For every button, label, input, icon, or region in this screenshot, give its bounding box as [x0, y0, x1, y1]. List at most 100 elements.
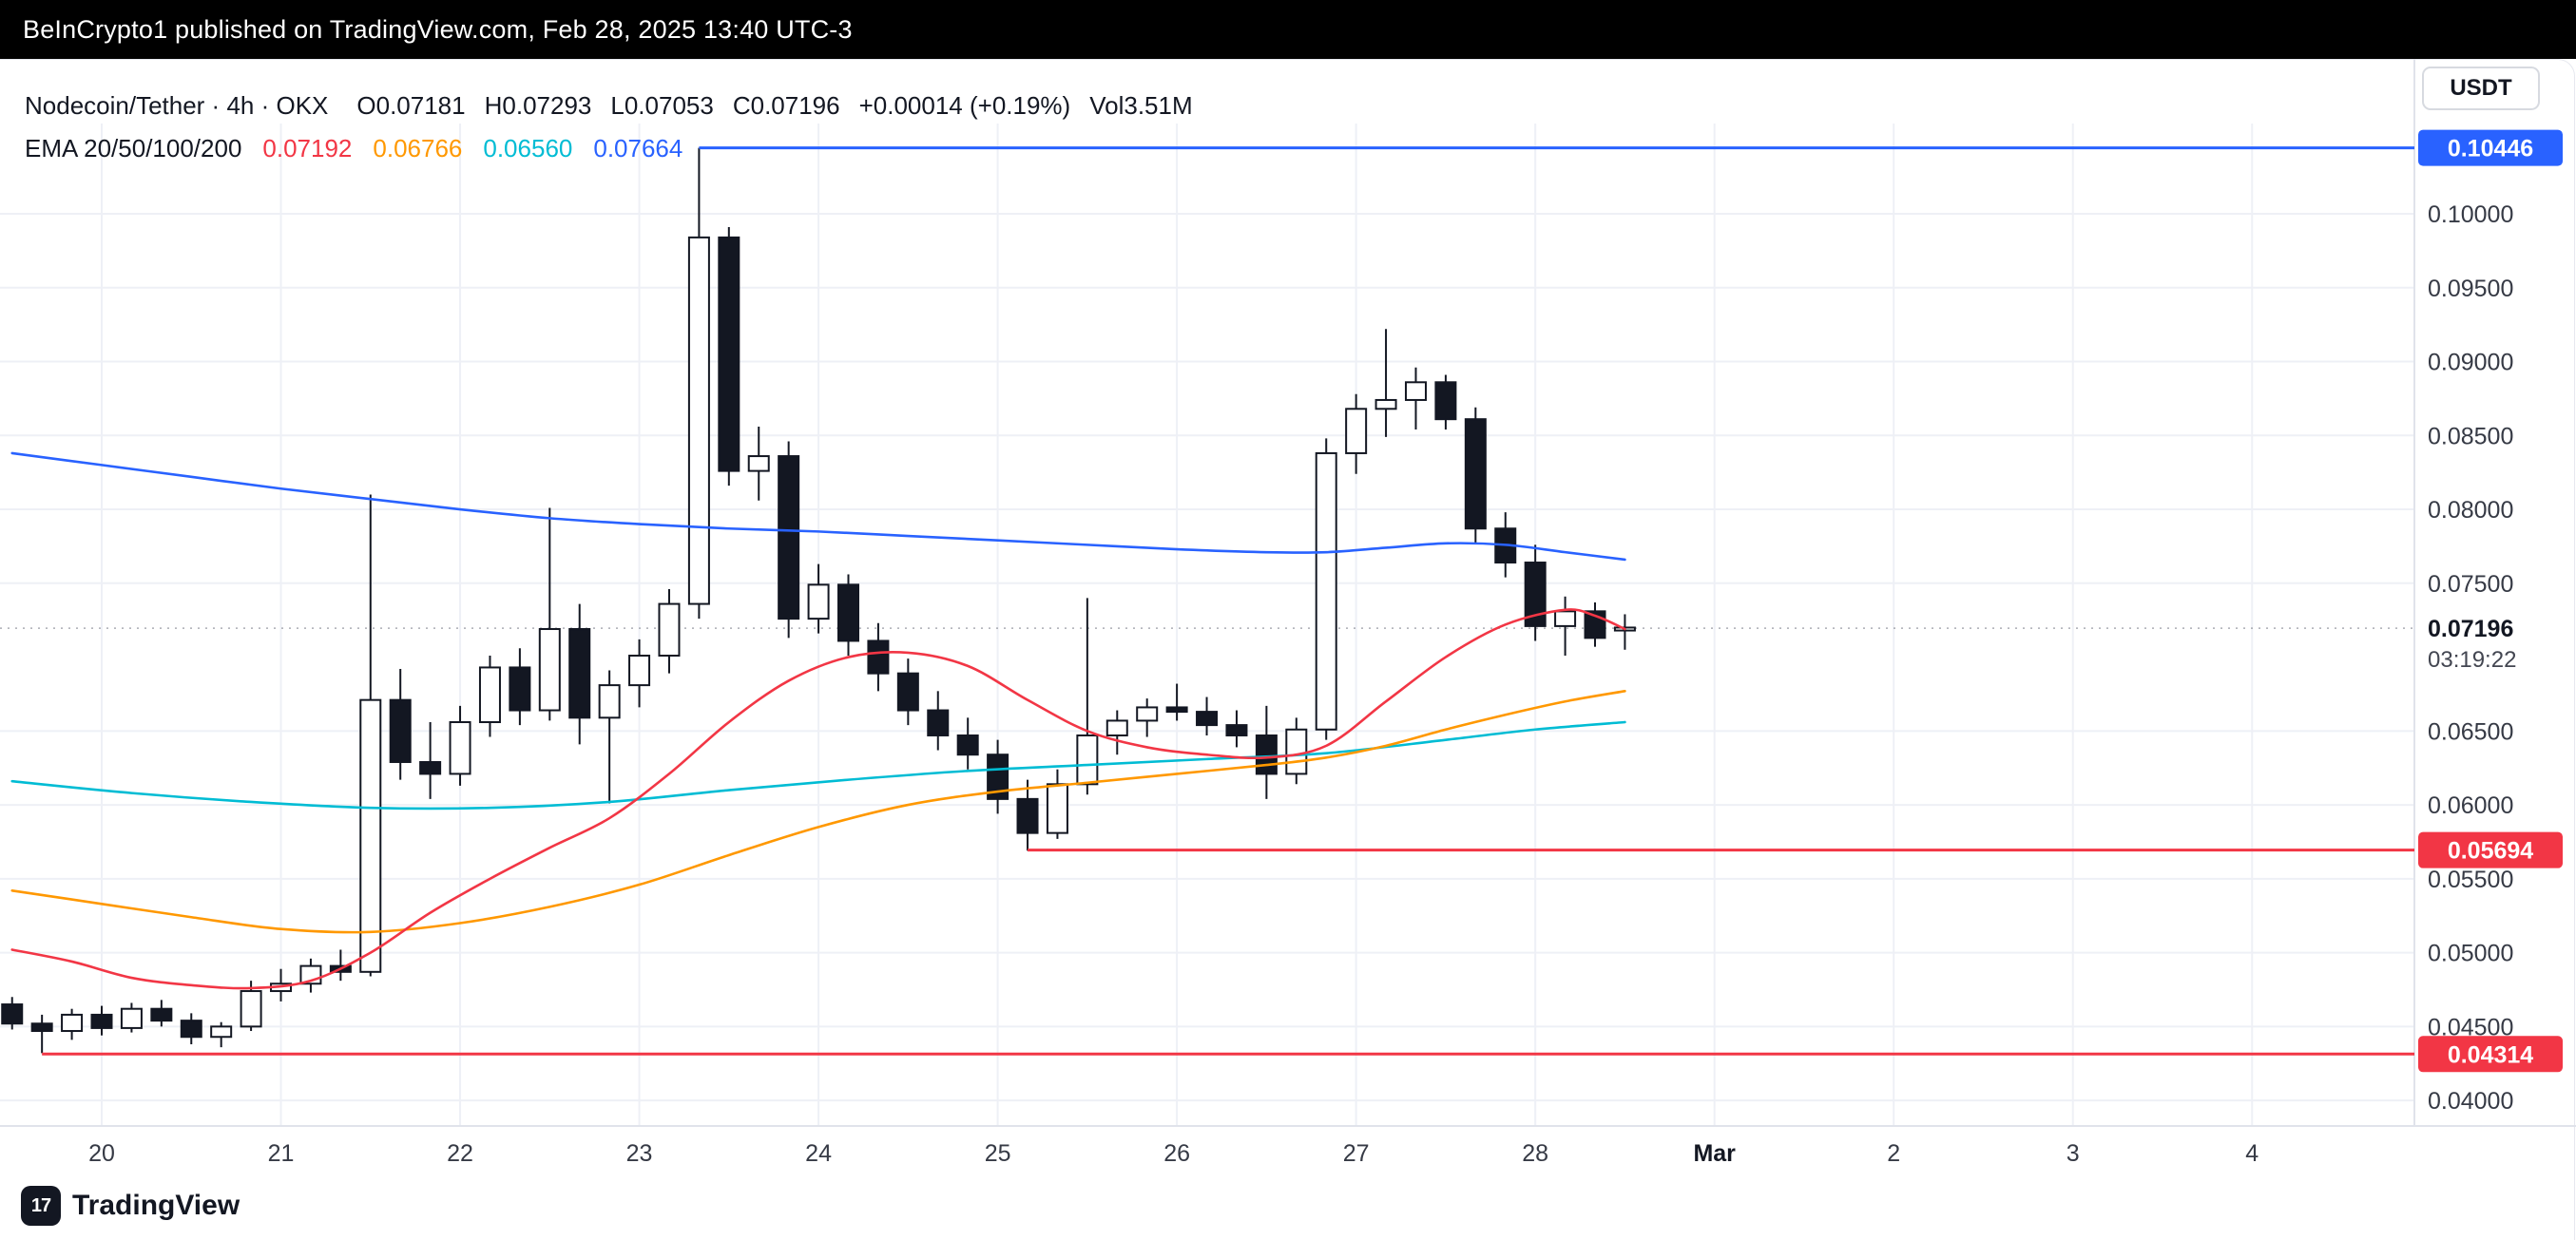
symbol-title: Nodecoin/Tether · 4h · OKX [25, 91, 329, 120]
candle-body [956, 734, 979, 756]
ema-20-line [10, 608, 1626, 990]
currency-button[interactable]: USDT [2422, 67, 2540, 110]
time-tick-label: 21 [268, 1140, 295, 1167]
price-tick-label: 0.08000 [2428, 497, 2513, 524]
volume-value: Vol3.51M [1089, 91, 1193, 120]
time-tick-label: 26 [1163, 1140, 1190, 1167]
candle-body [1, 1003, 24, 1025]
chart-legend: Nodecoin/Tether · 4h · OKX O0.07181 H0.0… [25, 91, 1212, 163]
candle-body [449, 720, 471, 775]
candle-body [1345, 408, 1368, 454]
candle-body [1404, 381, 1427, 401]
candle-body [359, 698, 382, 973]
price-level-badge [2418, 831, 2563, 868]
candle-body [509, 666, 531, 712]
chart-panel [0, 59, 2575, 1240]
price-tick-label: 0.10000 [2428, 201, 2513, 228]
current-price-label: 0.07196 [2428, 616, 2513, 642]
candle-body [1255, 734, 1278, 775]
candle-body [1375, 398, 1397, 410]
candle-body [1554, 610, 1577, 627]
price-tick-label: 0.06500 [2428, 718, 2513, 745]
price-level-badge-text: 0.04314 [2448, 1041, 2533, 1068]
candle-body [867, 639, 890, 675]
time-tick-label: 2 [1887, 1140, 1900, 1167]
candle-body [1105, 719, 1128, 736]
candle-body [807, 583, 830, 620]
time-tick-label: 20 [88, 1140, 115, 1167]
candle-body [1434, 381, 1457, 421]
ema-200-line [10, 451, 1626, 562]
price-axis[interactable]: 0.10000 0.09500 0.09000 0.08500 0.08000 0.075… [2428, 201, 2516, 1115]
candle-body [568, 628, 591, 719]
candle-body [419, 760, 442, 775]
candle-body [478, 666, 501, 723]
publish-banner: BeInCrypto1 published on TradingView.com… [0, 0, 2576, 59]
tradingview-logo[interactable]: 17 TradingView [21, 1186, 240, 1226]
price-tick-label: 0.09500 [2428, 276, 2513, 302]
time-tick-label: Mar [1693, 1140, 1736, 1167]
ohlc-low: L0.07053 [610, 91, 714, 120]
footer: 17 TradingView [21, 1186, 240, 1226]
candle-countdown: 03:19:22 [2428, 647, 2516, 673]
price-tick-label: 0.08500 [2428, 423, 2513, 449]
candle-body [1046, 783, 1068, 834]
ohlc-open: O0.07181 [356, 91, 466, 120]
candle-body [30, 1022, 53, 1033]
candle-body [1315, 451, 1337, 731]
candle-body [240, 990, 262, 1028]
price-tick-label: 0.04000 [2428, 1088, 2513, 1115]
candle-body [90, 1013, 113, 1029]
candle-body [896, 672, 919, 712]
candle-body [61, 1013, 84, 1033]
candle-body [538, 628, 561, 712]
time-tick-label: 22 [447, 1140, 473, 1167]
grid-layer [0, 124, 2414, 1126]
candle-body [180, 1020, 202, 1039]
candle-body [747, 455, 770, 472]
candle-body [1524, 562, 1547, 627]
symbol-legend-row[interactable]: Nodecoin/Tether · 4h · OKX O0.07181 H0.0… [25, 91, 1212, 121]
candle-body [658, 602, 681, 658]
tradingview-logo-text: TradingView [72, 1190, 240, 1221]
time-tick-label: 25 [985, 1140, 1011, 1167]
price-tick-label: 0.09000 [2428, 350, 2513, 376]
candle-body [389, 698, 412, 763]
candle-body [987, 754, 1009, 800]
candle-body [210, 1025, 233, 1039]
candle-body [718, 236, 740, 472]
time-tick-label: 24 [805, 1140, 832, 1167]
ema-legend-row[interactable]: EMA 20/50/100/200 0.07192 0.06766 0.0656… [25, 134, 1212, 163]
support-resistance-lines: 0.10446 0.05694 0.04314 [42, 129, 2563, 1073]
ema-50-line [10, 690, 1626, 934]
candle-body [778, 455, 800, 620]
candle-body [1464, 418, 1487, 530]
price-change: +0.00014 (+0.19%) [858, 91, 1071, 120]
price-level-badge-text: 0.05694 [2448, 838, 2533, 865]
tradingview-logo-icon: 17 [21, 1186, 61, 1226]
candle-body [1225, 724, 1248, 736]
price-tick-label: 0.04500 [2428, 1014, 2513, 1040]
ohlc-high: H0.07293 [484, 91, 592, 120]
candles-layer [1, 147, 1636, 1054]
candle-body [120, 1007, 143, 1029]
time-tick-label: 27 [1343, 1140, 1370, 1167]
ohlc-close: C0.07196 [732, 91, 840, 120]
time-tick-label: 4 [2245, 1140, 2259, 1167]
candle-body [150, 1007, 173, 1022]
ema100-value: 0.06560 [483, 134, 573, 162]
price-tick-label: 0.05500 [2428, 867, 2513, 893]
candle-body [1136, 706, 1159, 722]
time-tick-label: 3 [2067, 1140, 2080, 1167]
price-level-badge [2418, 129, 2563, 166]
ema20-value: 0.07192 [262, 134, 353, 162]
candle-body [1016, 797, 1039, 834]
candle-body [927, 709, 950, 736]
time-tick-label: 28 [1522, 1140, 1548, 1167]
publish-banner-text: BeInCrypto1 published on TradingView.com… [23, 14, 853, 44]
time-axis[interactable]: 20 21 22 23 24 25 26 27 28 Mar 2 3 4 [88, 1140, 2259, 1167]
price-tick-label: 0.07500 [2428, 571, 2513, 598]
ema-legend-label: EMA 20/50/100/200 [25, 134, 242, 162]
ema50-value: 0.06766 [373, 134, 463, 162]
